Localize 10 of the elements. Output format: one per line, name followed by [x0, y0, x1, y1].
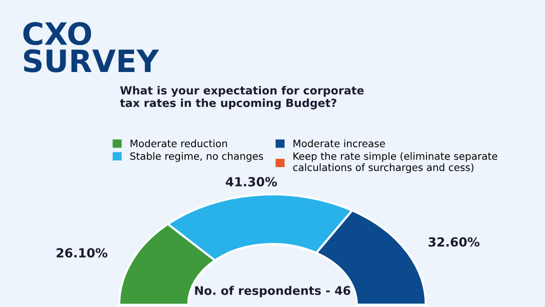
chart-subtitle: What is your expectation for corporate tax rates in the upcoming Budget? — [120, 86, 364, 110]
text: No. of respondents - 46 — [195, 286, 350, 298]
legend-label: Stable regime, no changes — [130, 152, 264, 162]
data-label: 32.60% — [428, 237, 480, 247]
data-label: 26.10% — [56, 248, 108, 258]
data-label: 41.30% — [226, 177, 277, 186]
legend-label: Moderate reduction — [130, 139, 227, 148]
legend-label: Moderate increase — [294, 139, 385, 148]
chart-title: CXO SURVEY — [23, 22, 160, 72]
legend-label: Keep the rate simple (eliminate separate calculations of surcharges and cess) — [293, 152, 498, 174]
